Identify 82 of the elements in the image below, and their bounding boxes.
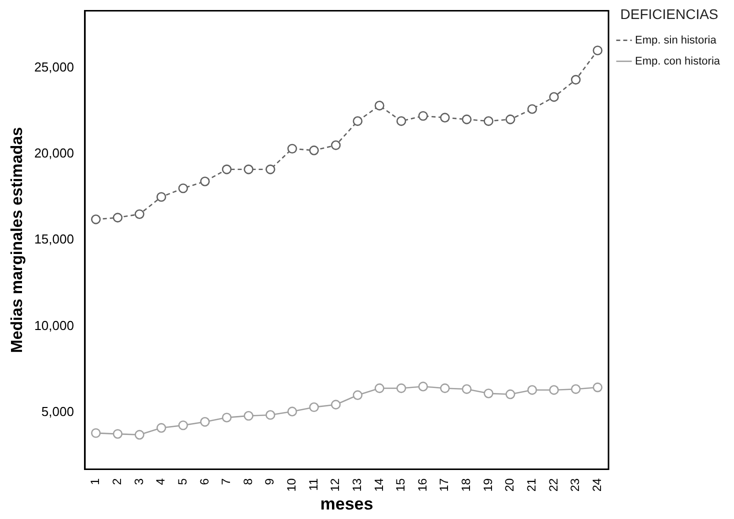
x-tick-label: 6 (197, 478, 212, 485)
x-tick-label: 13 (350, 478, 364, 492)
x-tick-label: 14 (372, 478, 386, 492)
point (527, 385, 538, 395)
point (418, 382, 428, 392)
legend-label: Emp. con historia (635, 55, 721, 68)
x-tick-label: 1 (88, 478, 102, 485)
point (506, 389, 516, 400)
point (91, 214, 101, 224)
y-tick-label: 10,000 (34, 318, 74, 333)
x-tick-label: 20 (502, 478, 517, 492)
point (462, 384, 472, 394)
point (200, 176, 210, 186)
point (418, 111, 428, 121)
y-tick-label: 15,000 (34, 232, 74, 247)
point (266, 164, 276, 174)
x-tick-label: 21 (524, 478, 538, 492)
point (352, 116, 362, 126)
point (396, 116, 406, 126)
point (549, 385, 559, 395)
point (592, 382, 602, 392)
y-tick-label: 20,000 (34, 145, 74, 160)
legend-label: Emp. sin historia (635, 34, 718, 46)
point (484, 116, 494, 126)
point (134, 209, 144, 220)
point (156, 423, 166, 433)
x-tick-label: 8 (240, 478, 255, 485)
point (549, 92, 559, 102)
y-tick-label: 5,000 (41, 404, 74, 419)
point (309, 146, 319, 156)
point (396, 383, 406, 394)
point (309, 402, 319, 412)
point (156, 192, 166, 202)
point (352, 390, 362, 400)
x-tick-label: 19 (480, 478, 495, 492)
x-tick-label: 22 (546, 478, 560, 492)
point (178, 420, 188, 430)
x-axis-title: meses (320, 494, 374, 514)
point (592, 46, 602, 56)
point (222, 412, 232, 422)
x-tick-label: 24 (590, 478, 604, 492)
point (244, 164, 254, 174)
point (287, 144, 298, 154)
x-tick-label: 9 (262, 478, 277, 485)
x-tick-label: 10 (284, 478, 299, 492)
point (287, 406, 298, 416)
x-tick-label: 4 (154, 478, 168, 485)
point (570, 74, 581, 85)
point (112, 212, 123, 222)
point (200, 417, 210, 427)
point (330, 400, 341, 410)
point (440, 112, 450, 123)
y-tick-label: 25,000 (34, 59, 74, 74)
point (266, 410, 276, 420)
point (374, 383, 384, 394)
x-tick-label: 18 (459, 478, 474, 492)
point (178, 183, 188, 194)
x-tick-label: 11 (306, 478, 320, 491)
point (374, 100, 384, 110)
x-tick-label: 15 (394, 478, 408, 492)
x-tick-label: 12 (328, 478, 342, 492)
point (91, 428, 101, 438)
point (134, 430, 144, 440)
point (112, 429, 123, 439)
point (527, 104, 538, 114)
point (330, 140, 341, 150)
point (440, 383, 450, 394)
point (244, 410, 254, 421)
point (222, 164, 232, 174)
x-tick-label: 7 (219, 478, 234, 485)
point (484, 388, 494, 398)
x-tick-label: 3 (132, 478, 146, 485)
x-tick-label: 17 (437, 478, 452, 492)
legend-title: DEFICIENCIAS (620, 6, 718, 22)
x-tick-label: 2 (110, 478, 124, 485)
point (570, 384, 581, 394)
point (506, 114, 516, 124)
y-axis-title: Medias marginales estimadas (9, 126, 26, 353)
x-tick-label: 23 (568, 478, 582, 492)
point (462, 114, 472, 124)
x-tick-label: 5 (175, 478, 190, 485)
x-tick-label: 16 (415, 478, 430, 492)
